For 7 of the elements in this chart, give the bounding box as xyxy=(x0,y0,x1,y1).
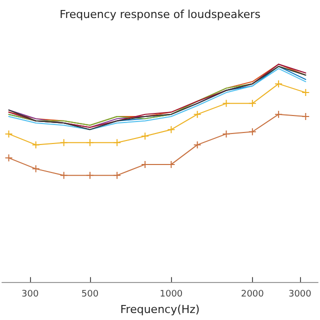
x-tick-label: 2000 xyxy=(240,290,264,300)
x-tick-label: 1000 xyxy=(160,290,183,300)
chart-title: Frequency response of loudspeakers xyxy=(60,8,261,21)
x-tick-label: 500 xyxy=(81,290,99,300)
x-tick-label: 300 xyxy=(22,290,39,300)
x-tick-label: 3000 xyxy=(288,290,312,300)
x-axis-title: Frequency(Hz) xyxy=(120,303,200,316)
